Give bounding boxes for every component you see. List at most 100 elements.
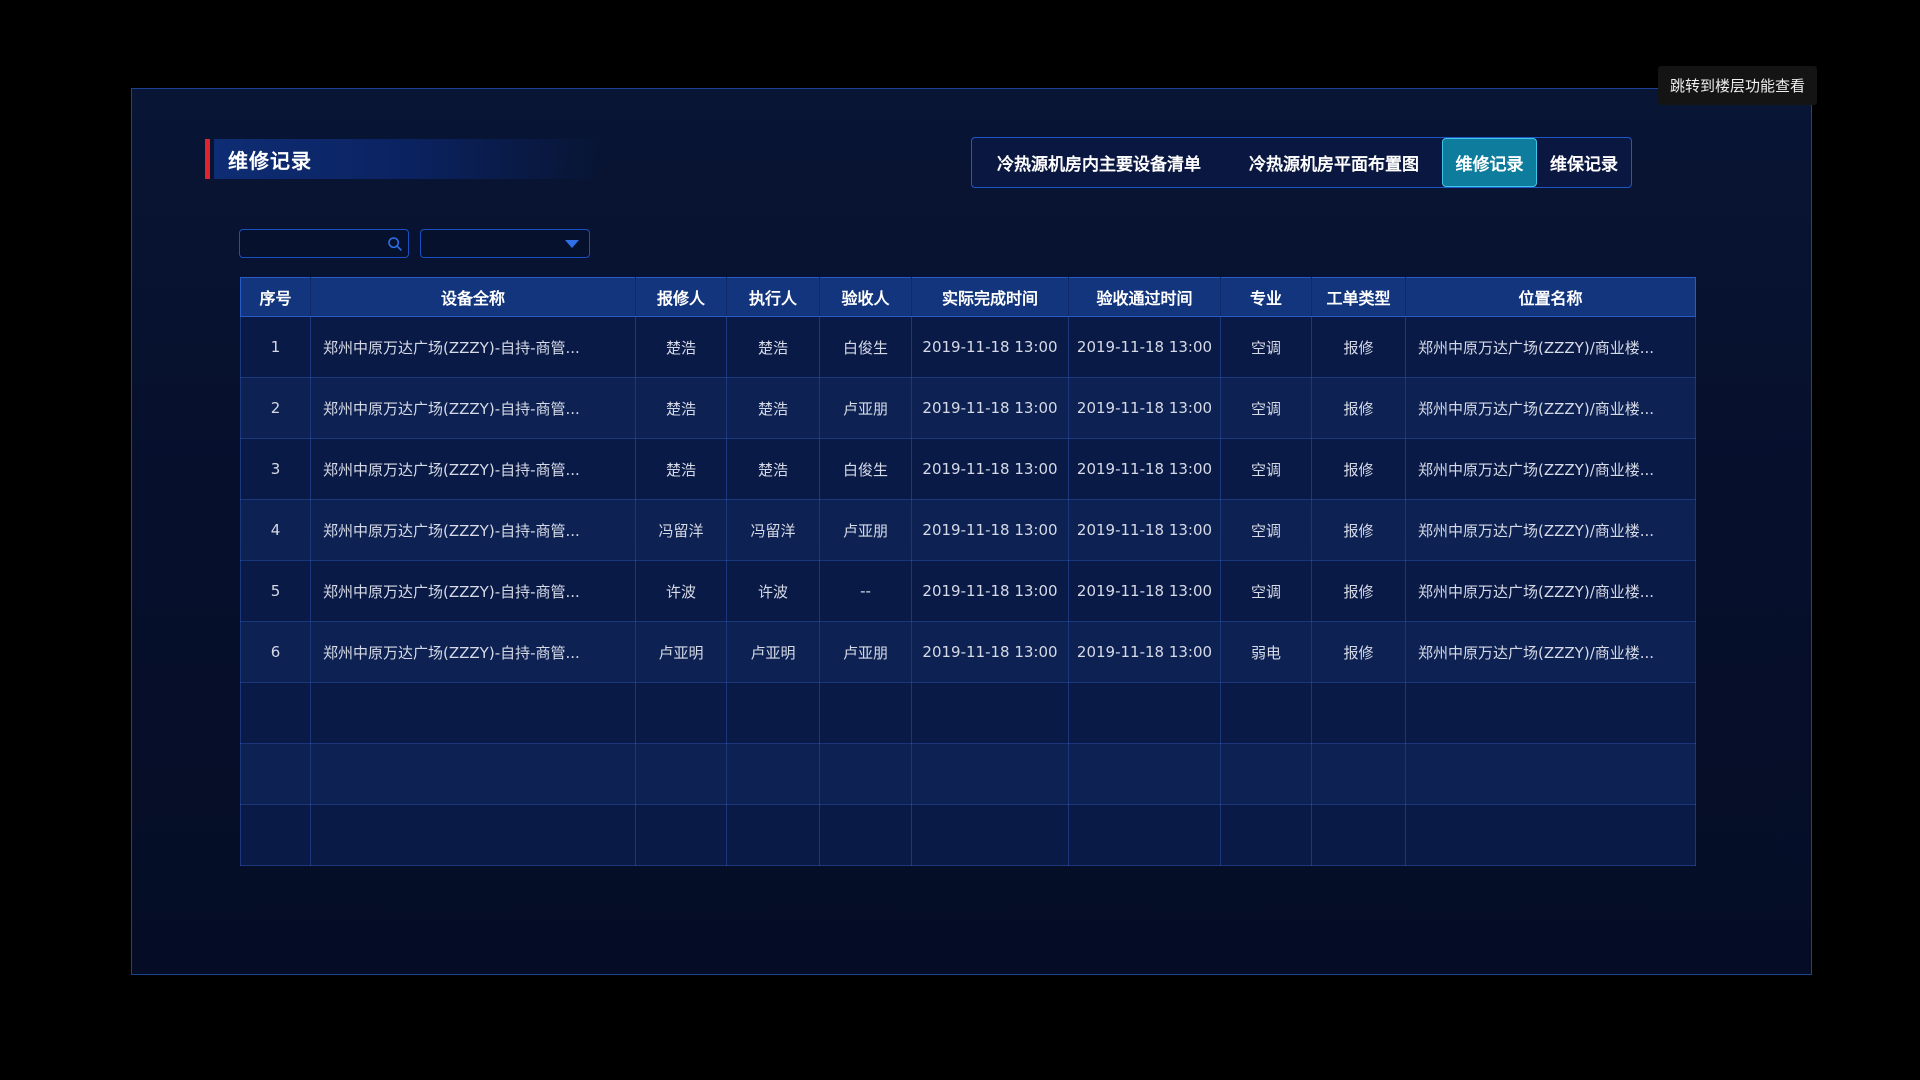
empty-table-cell — [1405, 743, 1696, 805]
table-cell: 郑州中原万达广场(ZZZY)/商业楼... — [1405, 377, 1696, 439]
table-cell: 空调 — [1220, 438, 1312, 500]
table-cell: 郑州中原万达广场(ZZZY)/商业楼... — [1405, 438, 1696, 500]
empty-table-cell — [1311, 682, 1406, 744]
filter-dropdown[interactable] — [420, 229, 590, 258]
empty-table-cell — [726, 743, 820, 805]
empty-table-row — [240, 804, 1696, 866]
empty-table-cell — [726, 682, 820, 744]
table-cell: 1 — [240, 316, 311, 378]
table-cell: 5 — [240, 560, 311, 622]
table-cell: 报修 — [1311, 621, 1406, 683]
table-cell: 卢亚朋 — [819, 499, 912, 561]
table-cell: 冯留洋 — [726, 499, 820, 561]
table-cell: 2019-11-18 13:00 — [911, 621, 1069, 683]
table-row: 1 郑州中原万达广场(ZZZY)-自持-商管... 楚浩 楚浩 白俊生 2019-11-1… — [240, 316, 1696, 378]
table-cell: 卢亚明 — [726, 621, 820, 683]
tooltip-text: 跳转到楼层功能查看 — [1670, 77, 1806, 95]
empty-table-cell — [819, 682, 912, 744]
table-header: 序号 设备全称 报修人 执行人 验收人 实际完成时间 验收通过时间 专业 工单类型 位置名称 — [240, 277, 1696, 317]
table-cell: 2019-11-18 13:00 — [1068, 438, 1221, 500]
tab-maintenance-records[interactable]: 维保记录 — [1550, 155, 1618, 175]
empty-table-cell — [1311, 804, 1406, 866]
empty-table-cell — [819, 804, 912, 866]
table-cell: 楚浩 — [635, 438, 727, 500]
table-cell: 2019-11-18 13:00 — [1068, 560, 1221, 622]
empty-table-cell — [310, 682, 636, 744]
table-row: 4 郑州中原万达广场(ZZZY)-自持-商管... 冯留洋 冯留洋 卢亚朋 2019-11… — [240, 499, 1696, 561]
table-cell: 报修 — [1311, 560, 1406, 622]
empty-table-cell — [819, 743, 912, 805]
table-cell: 卢亚朋 — [819, 621, 912, 683]
table-cell: 2019-11-18 13:00 — [911, 560, 1069, 622]
table-cell: 郑州中原万达广场(ZZZY)-自持-商管... — [310, 560, 636, 622]
tab-repair-records[interactable]: 维修记录 — [1442, 138, 1537, 187]
table-cell: 6 — [240, 621, 311, 683]
tab-floor-plan[interactable]: 冷热源机房平面布置图 — [1249, 155, 1419, 175]
table-cell: 4 — [240, 499, 311, 561]
table-cell: 楚浩 — [635, 377, 727, 439]
table-cell: 郑州中原万达广场(ZZZY)/商业楼... — [1405, 499, 1696, 561]
table-cell: 2019-11-18 13:00 — [911, 316, 1069, 378]
tab-equipment-list[interactable]: 冷热源机房内主要设备清单 — [997, 155, 1201, 175]
empty-table-cell — [1068, 743, 1221, 805]
table-cell: 楚浩 — [726, 377, 820, 439]
table-cell: 2019-11-18 13:00 — [1068, 621, 1221, 683]
table-cell: 白俊生 — [819, 316, 912, 378]
table-cell: 空调 — [1220, 316, 1312, 378]
table-cell: 2019-11-18 13:00 — [1068, 316, 1221, 378]
panel-title: 维修记录 — [205, 139, 654, 179]
header-cell: 专业 — [1220, 277, 1312, 317]
empty-table-cell — [310, 804, 636, 866]
table-cell: -- — [819, 560, 912, 622]
header-cell: 执行人 — [726, 277, 820, 317]
empty-table-cell — [911, 682, 1069, 744]
header-row: 序号 设备全称 报修人 执行人 验收人 实际完成时间 验收通过时间 专业 工单类型 位置名称 — [240, 277, 1696, 317]
table-cell: 郑州中原万达广场(ZZZY)-自持-商管... — [310, 621, 636, 683]
table-cell: 2019-11-18 13:00 — [911, 499, 1069, 561]
header-cell: 位置名称 — [1405, 277, 1696, 317]
empty-table-cell — [1220, 682, 1312, 744]
empty-table-cell — [1068, 804, 1221, 866]
empty-table-row — [240, 682, 1696, 744]
table-cell: 楚浩 — [635, 316, 727, 378]
search-box[interactable] — [239, 229, 409, 258]
empty-table-cell — [635, 804, 727, 866]
table-cell: 2 — [240, 377, 311, 439]
table-cell: 郑州中原万达广场(ZZZY)/商业楼... — [1405, 560, 1696, 622]
empty-table-cell — [911, 804, 1069, 866]
empty-table-cell — [1068, 682, 1221, 744]
table-row: 5 郑州中原万达广场(ZZZY)-自持-商管... 许波 许波 -- 2019-11-18… — [240, 560, 1696, 622]
table-cell: 报修 — [1311, 316, 1406, 378]
search-icon[interactable] — [382, 235, 408, 253]
empty-table-cell — [726, 804, 820, 866]
table-cell: 郑州中原万达广场(ZZZY)-自持-商管... — [310, 316, 636, 378]
table-cell: 报修 — [1311, 438, 1406, 500]
table-cell: 报修 — [1311, 499, 1406, 561]
empty-table-cell — [240, 804, 311, 866]
table-cell: 郑州中原万达广场(ZZZY)/商业楼... — [1405, 621, 1696, 683]
table-cell: 许波 — [635, 560, 727, 622]
table-cell: 2019-11-18 13:00 — [1068, 377, 1221, 439]
table-body: 1 郑州中原万达广场(ZZZY)-自持-商管... 楚浩 楚浩 白俊生 2019-11-1… — [240, 316, 1696, 866]
table-cell: 许波 — [726, 560, 820, 622]
table-cell: 空调 — [1220, 560, 1312, 622]
header-cell: 实际完成时间 — [911, 277, 1069, 317]
table-cell: 2019-11-18 13:00 — [1068, 499, 1221, 561]
table-row: 6 郑州中原万达广场(ZZZY)-自持-商管... 卢亚明 卢亚明 卢亚朋 2019-11… — [240, 621, 1696, 683]
table-cell: 2019-11-18 13:00 — [911, 438, 1069, 500]
table-cell: 郑州中原万达广场(ZZZY)-自持-商管... — [310, 377, 636, 439]
table-cell: 郑州中原万达广场(ZZZY)-自持-商管... — [310, 499, 636, 561]
caret-down-icon — [565, 239, 579, 248]
tab-bar: 冷热源机房内主要设备清单 冷热源机房平面布置图 维修记录 维保记录 — [971, 137, 1632, 188]
table-cell: 报修 — [1311, 377, 1406, 439]
tooltip-jump-to-floor: 跳转到楼层功能查看 — [1658, 66, 1818, 105]
empty-table-cell — [911, 743, 1069, 805]
empty-table-cell — [240, 743, 311, 805]
search-input[interactable] — [240, 235, 382, 252]
header-cell: 设备全称 — [310, 277, 636, 317]
table-cell: 白俊生 — [819, 438, 912, 500]
empty-table-cell — [240, 682, 311, 744]
table-cell: 卢亚明 — [635, 621, 727, 683]
repair-records-panel: 维修记录 冷热源机房内主要设备清单 冷热源机房平面布置图 维修记录 维保记录 — [131, 88, 1812, 975]
